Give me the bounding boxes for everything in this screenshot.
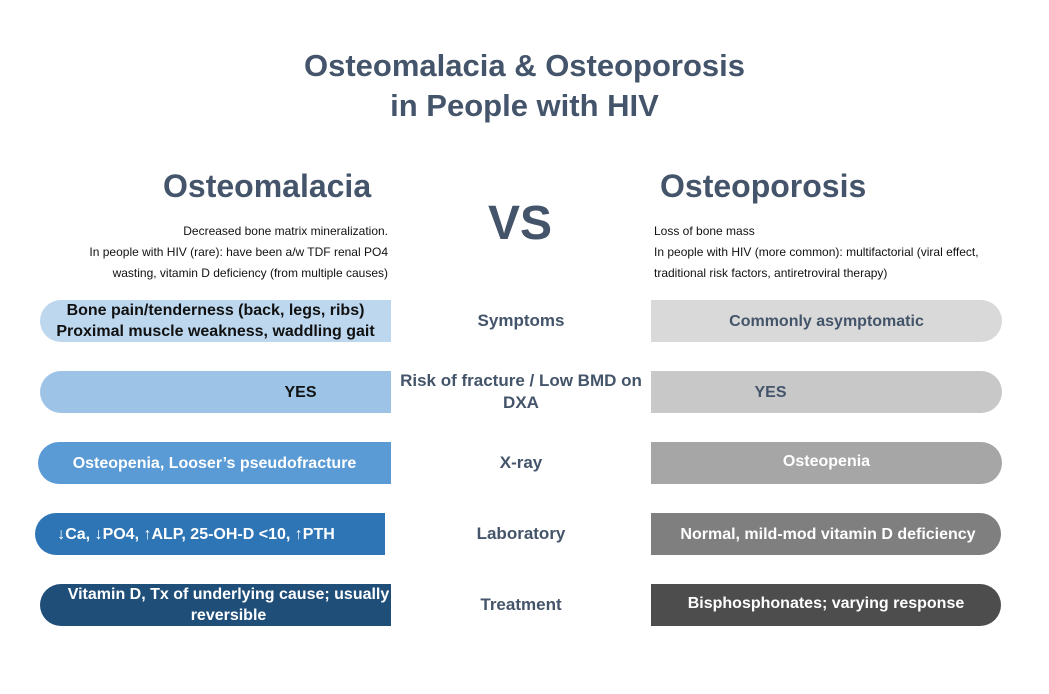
category-fracture-risk: Risk of fracture / Low BMD on DXA xyxy=(400,371,642,413)
category-fracture-risk-label: Risk of fracture / Low BMD on DXA xyxy=(400,371,642,412)
laboratory-osteomalacia-bar: ↓Ca, ↓PO4, ↑ALP, 25-OH-D <10, ↑PTH xyxy=(35,513,385,555)
xray-osteomalacia-text: Osteopenia, Looser’s pseudofracture xyxy=(72,454,357,472)
osteomalacia-desc-line-2: In people with HIV (rare): have been a/w… xyxy=(89,245,388,280)
category-symptoms: Symptoms xyxy=(400,300,642,342)
laboratory-osteoporosis-bar: Normal, mild-mod vitamin D deficiency xyxy=(651,513,1001,555)
laboratory-osteomalacia-text: ↓Ca, ↓PO4, ↑ALP, 25-OH-D <10, ↑PTH xyxy=(57,525,335,543)
osteoporosis-desc-line-2: In people with HIV (more common): multif… xyxy=(654,245,979,280)
treatment-osteomalacia-bar: Vitamin D, Tx of underlying cause; usual… xyxy=(40,584,391,626)
treatment-osteoporosis-bar: Bisphosphonates; varying response xyxy=(651,584,1001,626)
category-laboratory: Laboratory xyxy=(400,513,642,555)
xray-osteoporosis-bar: Osteopenia xyxy=(651,442,1002,484)
category-treatment-label: Treatment xyxy=(480,595,562,614)
xray-osteomalacia-bar: Osteopenia, Looser’s pseudofracture xyxy=(38,442,391,484)
osteomalacia-description: Decreased bone matrix mineralization. In… xyxy=(60,221,388,284)
category-xray: X-ray xyxy=(400,442,642,484)
fracture-risk-osteoporosis-bar: YES xyxy=(651,371,1002,413)
fracture-risk-osteoporosis-text: YES xyxy=(754,383,787,401)
osteoporosis-heading: Osteoporosis xyxy=(660,168,867,204)
laboratory-osteoporosis-text: Normal, mild-mod vitamin D deficiency xyxy=(680,525,976,543)
title-line-1: Osteomalacia & Osteoporosis xyxy=(303,48,746,83)
category-laboratory-label: Laboratory xyxy=(476,524,566,543)
symptoms-osteomalacia-bar: Bone pain/tenderness (back, legs, ribs) … xyxy=(40,300,391,342)
treatment-osteoporosis-text: Bisphosphonates; varying response xyxy=(687,594,965,612)
title-line-2: in People with HIV xyxy=(390,88,659,123)
category-treatment: Treatment xyxy=(400,584,642,626)
osteomalacia-desc-line-1: Decreased bone matrix mineralization. xyxy=(183,224,388,238)
osteoporosis-desc-line-1: Loss of bone mass xyxy=(654,224,755,238)
symptoms-osteoporosis-text: Commonly asymptomatic xyxy=(729,312,924,330)
treatment-osteomalacia-text: Vitamin D, Tx of underlying cause; usual… xyxy=(67,586,390,624)
osteoporosis-description: Loss of bone mass In people with HIV (mo… xyxy=(654,221,994,284)
category-xray-label: X-ray xyxy=(499,453,543,472)
fracture-risk-osteomalacia-text: YES xyxy=(284,383,317,401)
osteomalacia-heading: Osteomalacia xyxy=(163,168,372,204)
vs-label: VS xyxy=(487,197,553,250)
fracture-risk-osteomalacia-bar: YES xyxy=(40,371,391,413)
symptoms-osteoporosis-bar: Commonly asymptomatic xyxy=(651,300,1002,342)
symptoms-osteomalacia-text: Bone pain/tenderness (back, legs, ribs) … xyxy=(56,302,375,340)
xray-osteoporosis-text: Osteopenia xyxy=(782,452,871,470)
category-symptoms-label: Symptoms xyxy=(477,311,565,330)
page-title: Osteomalacia & Osteoporosis in People wi… xyxy=(0,46,1049,126)
